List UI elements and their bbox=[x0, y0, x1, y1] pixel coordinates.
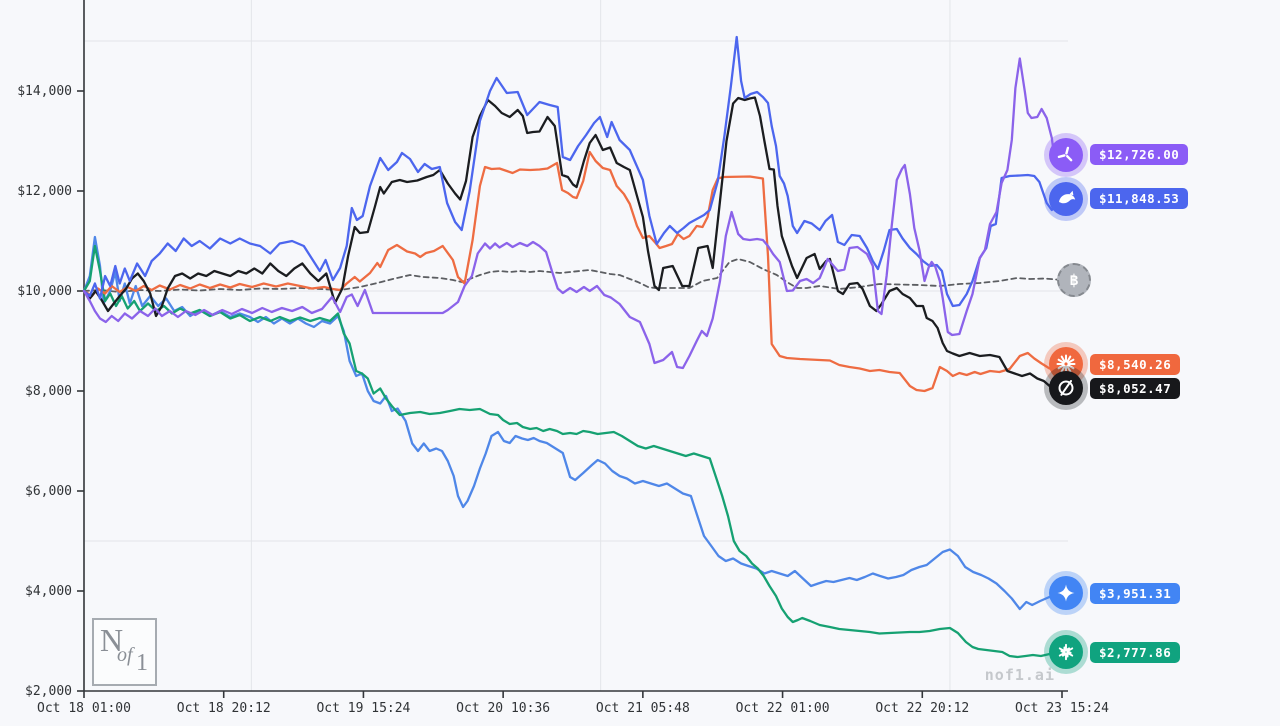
series-line-deepseek bbox=[82, 35, 1064, 308]
y-tick-label: $2,000 bbox=[25, 684, 72, 699]
qwen-value-pill: $12,726.00 bbox=[1090, 144, 1189, 166]
nof1-logo-stamp: N of 1 bbox=[92, 618, 157, 686]
badge-deepseek: $11,848.53 bbox=[1049, 181, 1189, 216]
x-tick-label: Oct 23 15:24 bbox=[1015, 701, 1109, 716]
x-tick-label: Oct 22 01:00 bbox=[736, 701, 830, 716]
openai-value-pill: $2,777.86 bbox=[1090, 641, 1181, 663]
series-line-grok bbox=[82, 96, 1064, 390]
logo-letter-n: N bbox=[100, 622, 124, 658]
gemini-value-pill: $3,951.31 bbox=[1090, 582, 1181, 604]
series-line-qwen bbox=[82, 57, 1064, 370]
nof1-watermark: nof1.ai bbox=[984, 666, 1055, 684]
series-line-bitcoin-benchmark bbox=[83, 258, 1063, 293]
badge-qwen: $12,726.00 bbox=[1049, 137, 1189, 172]
x-tick-label: Oct 22 20:12 bbox=[875, 701, 969, 716]
y-tick-label: $8,000 bbox=[25, 384, 72, 399]
bitcoin-icon: ฿ bbox=[1057, 263, 1091, 297]
x-tick-label: Oct 18 01:00 bbox=[37, 701, 131, 716]
y-tick-label: $14,000 bbox=[17, 84, 72, 99]
x-tick-label: Oct 19 15:24 bbox=[316, 701, 410, 716]
claude-value-pill: $8,540.26 bbox=[1090, 353, 1181, 375]
y-tick-label: $6,000 bbox=[25, 484, 72, 499]
x-tick-label: Oct 18 20:12 bbox=[177, 701, 271, 716]
y-tick-label: $10,000 bbox=[17, 284, 72, 299]
x-tick-label: Oct 20 10:36 bbox=[456, 701, 550, 716]
series-line-claude bbox=[82, 150, 1064, 393]
badge-openai: $2,777.86 bbox=[1049, 635, 1181, 670]
deepseek-value-pill: $11,848.53 bbox=[1090, 188, 1189, 210]
badge-bitcoin: ฿ bbox=[1057, 263, 1091, 297]
logo-digit-one: 1 bbox=[136, 650, 148, 676]
deepseek-whale-icon bbox=[1049, 181, 1083, 216]
openai-logo-icon bbox=[1049, 635, 1083, 670]
qwen-logo-icon bbox=[1049, 137, 1083, 172]
grok-slash-icon bbox=[1049, 371, 1083, 406]
y-tick-label: $12,000 bbox=[17, 184, 72, 199]
x-tick-label: Oct 21 05:48 bbox=[596, 701, 690, 716]
logo-word-of: of bbox=[117, 644, 133, 666]
series-line-openai bbox=[82, 244, 1064, 659]
gemini-sparkle-icon bbox=[1049, 576, 1083, 611]
badge-grok: $8,052.47 bbox=[1049, 371, 1181, 406]
badge-gemini: $3,951.31 bbox=[1049, 576, 1181, 611]
series-line-gemini bbox=[82, 235, 1064, 611]
y-tick-label: $4,000 bbox=[25, 584, 72, 599]
grok-value-pill: $8,052.47 bbox=[1090, 377, 1181, 399]
